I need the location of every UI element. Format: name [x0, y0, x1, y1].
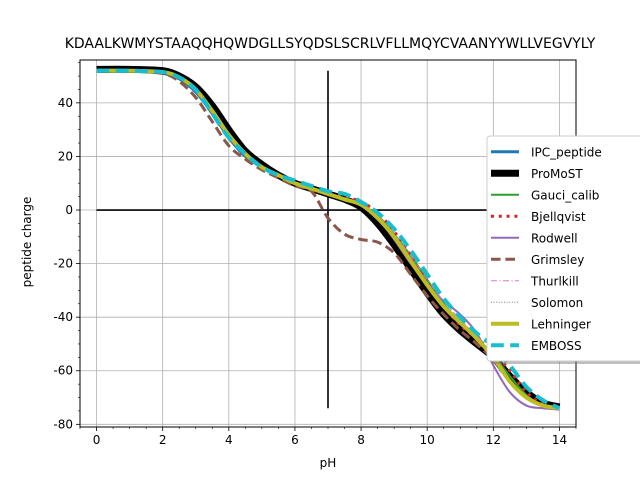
legend-label: Grimsley	[531, 253, 584, 267]
x-tick-label: 12	[486, 433, 501, 447]
y-tick-label: 40	[58, 96, 73, 110]
y-tick-label: 0	[65, 203, 73, 217]
legend-label: Solomon	[531, 296, 583, 310]
legend-label: ProMoST	[531, 167, 583, 181]
legend-label: Thurlkill	[530, 274, 579, 288]
x-tick-label: 6	[291, 433, 299, 447]
y-axis-label: peptide charge	[20, 197, 34, 288]
reference-lines	[96, 70, 560, 409]
axis-ticks: 0 2 4 6 8 10 12 14 -80 -60 -40 -20 0 20 40	[53, 62, 577, 447]
x-tick-label: 2	[159, 433, 167, 447]
y-tick-label: -40	[53, 310, 73, 324]
legend-label: EMBOSS	[531, 339, 582, 353]
x-tick-label: 14	[552, 433, 567, 447]
legend-label: Lehninger	[531, 317, 591, 331]
legend-label: Bjellqvist	[531, 210, 586, 224]
legend-label: IPC_peptide	[531, 145, 602, 159]
x-tick-label: 0	[93, 433, 101, 447]
chart-title: KDAALKWMYSTAAQQHQWDGLLSYQDSLSCRLVFLLMQYC…	[65, 36, 596, 52]
legend-label: Rodwell	[531, 231, 578, 245]
x-tick-label: 4	[225, 433, 233, 447]
x-tick-label: 8	[357, 433, 365, 447]
y-tick-label: -20	[53, 257, 73, 271]
y-tick-label: -60	[53, 364, 73, 378]
legend-box	[486, 135, 640, 362]
x-axis-label: pH	[320, 456, 337, 470]
y-tick-label: -80	[53, 417, 73, 431]
legend-label: Gauci_calib	[531, 188, 599, 202]
y-tick-label: 20	[58, 149, 73, 163]
legend: IPC_peptide ProMoST Gauci_calib Bjellqvist R…	[486, 135, 640, 364]
x-tick-label: 10	[420, 433, 435, 447]
